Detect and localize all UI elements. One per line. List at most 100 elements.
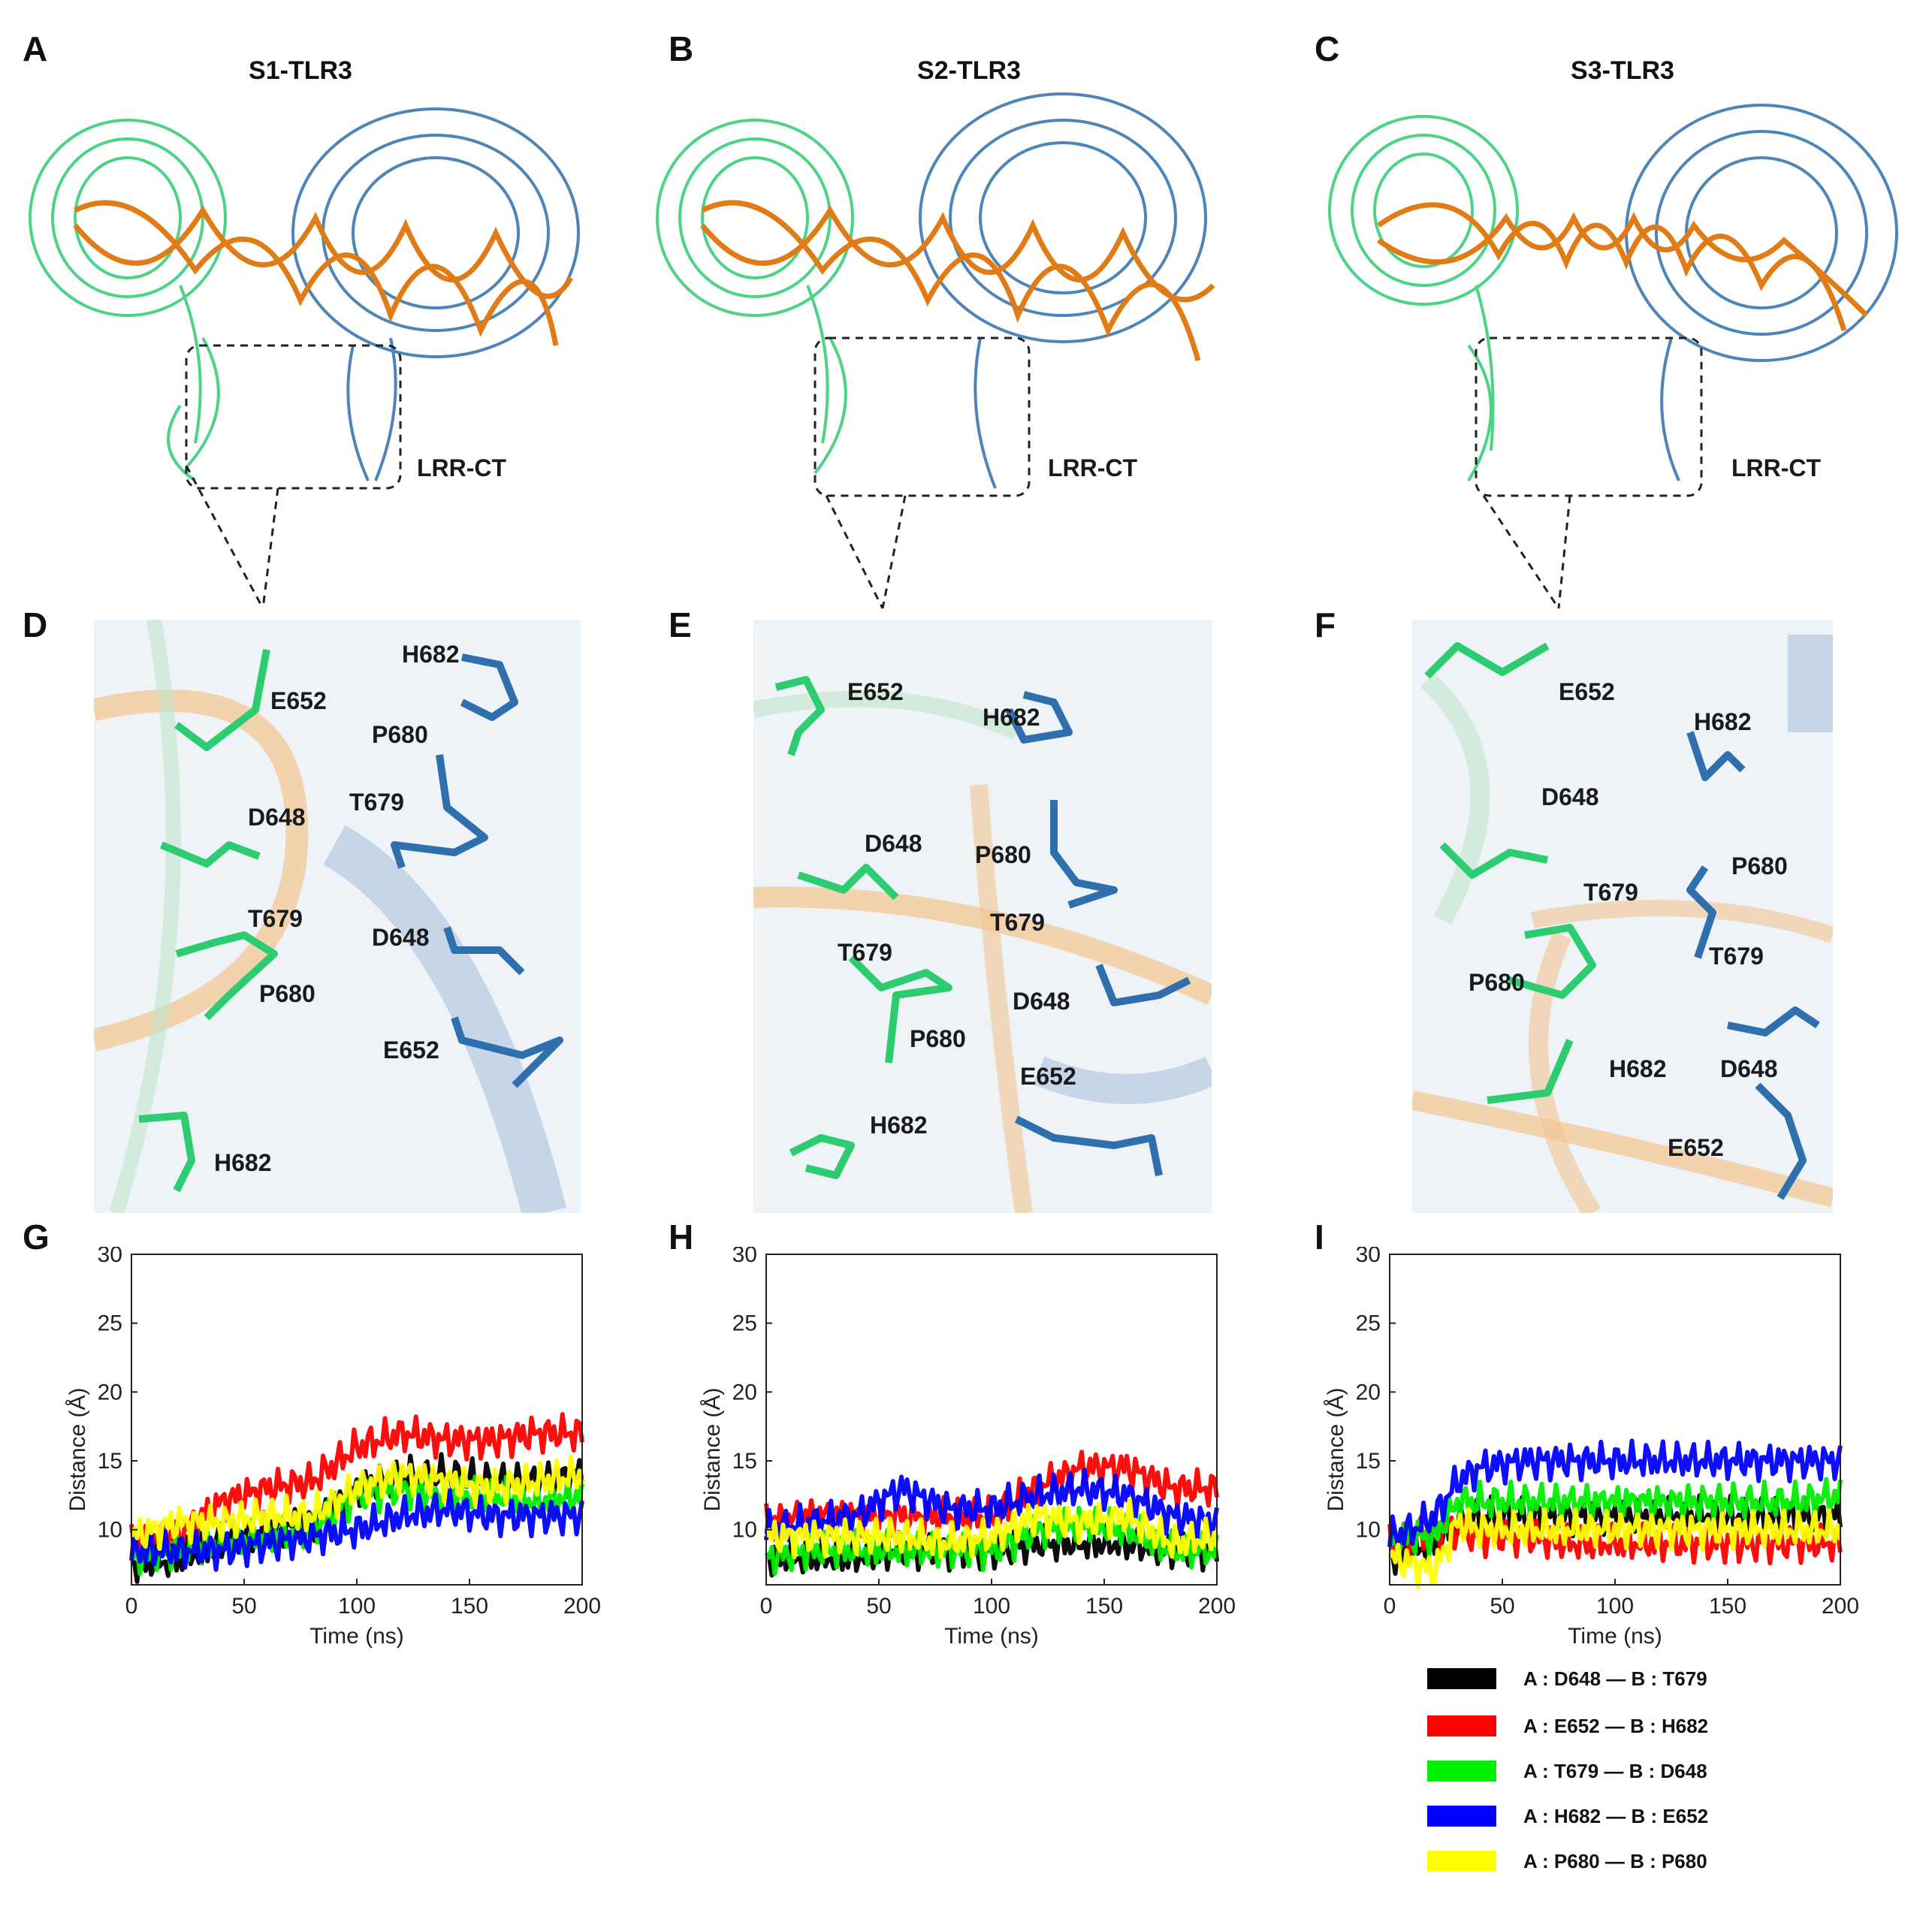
title-s3-tlr3: S3-TLR3	[1571, 56, 1674, 85]
x-tick-label: 0	[125, 1594, 138, 1619]
title-s2-tlr3: S2-TLR3	[917, 56, 1021, 85]
legend-swatch	[1427, 1851, 1496, 1872]
panel-letter-g: G	[23, 1218, 50, 1257]
zoom-leader-right	[261, 487, 279, 609]
residue-label: E652	[1020, 1063, 1076, 1090]
residue-label: D648	[248, 804, 306, 831]
residue-label: P680	[372, 721, 428, 748]
y-tick-label: 30	[1356, 1247, 1381, 1267]
x-tick-label: 50	[1490, 1594, 1514, 1619]
x-tick-label: 150	[451, 1594, 488, 1619]
rna-helix	[74, 200, 559, 346]
x-tick-label: 150	[1085, 1594, 1123, 1619]
chain-a-ribbon	[656, 119, 854, 475]
panel-letter-f: F	[1315, 605, 1336, 644]
y-tick-label: 25	[98, 1311, 122, 1336]
panel-letter-c: C	[1315, 29, 1340, 68]
x-tick-label: 0	[1384, 1594, 1396, 1619]
y-tick-label: 15	[98, 1449, 122, 1474]
y-tick-label: 20	[1356, 1380, 1381, 1405]
residue-label: H682	[983, 704, 1040, 731]
y-axis-label: Distance (Å)	[65, 1387, 90, 1511]
x-tick-label: 200	[1822, 1594, 1859, 1619]
x-tick-label: 50	[231, 1594, 256, 1619]
residue-label: E652	[1668, 1134, 1724, 1161]
legend-swatch	[1427, 1761, 1496, 1782]
residue-label: T679	[838, 939, 892, 966]
x-axis-label: Time (ns)	[309, 1624, 404, 1649]
residue-label: P680	[1731, 852, 1788, 880]
panel-letter-e: E	[669, 605, 692, 644]
residue-label: T679	[349, 789, 404, 816]
zoom-leader-left	[1482, 495, 1560, 609]
residue-label: D648	[1541, 783, 1599, 810]
interface-detail-s1: E652 H682 P680 T679 D648 D648 T679 P680 …	[94, 620, 581, 1213]
residue-label: D648	[372, 924, 430, 951]
zoom-leader-left	[825, 495, 884, 609]
rna-helix-strand	[73, 205, 574, 299]
structure-overview-s3	[1328, 104, 1898, 609]
legend-item: A : P680 — B : P680	[1427, 1846, 1707, 1876]
y-tick-label: 10	[732, 1518, 757, 1543]
structure-overview-s2	[656, 92, 1215, 609]
panel-letter-d: D	[23, 605, 48, 644]
y-tick-label: 15	[732, 1449, 757, 1474]
lrr-ct-label-s2: LRR-CT	[1048, 454, 1138, 481]
x-tick-label: 100	[1596, 1594, 1634, 1619]
residue-label: T679	[248, 905, 303, 932]
zoom-box	[1475, 336, 1703, 497]
interface-sticks-s3	[1412, 635, 1833, 1213]
series-line	[764, 1468, 1219, 1543]
rna-helix-strand	[1376, 212, 1869, 318]
x-tick-label: 200	[1198, 1594, 1236, 1619]
lrr-ct-label-s1: LRR-CT	[417, 454, 507, 481]
rna-helix	[1376, 202, 1847, 332]
zoom-box	[185, 344, 402, 490]
residue-label: E652	[383, 1036, 439, 1064]
y-axis-label: Distance (Å)	[700, 1387, 725, 1511]
legend-label: A : E652 — B : H682	[1523, 1714, 1709, 1737]
y-tick-label: 15	[1356, 1449, 1381, 1474]
series-line	[1387, 1507, 1843, 1589]
residue-label: P680	[259, 980, 315, 1007]
distance-plot-h: 0 50 100 150 200 10 15 20 25 30 Time (ns) Distance …	[700, 1247, 1236, 1649]
legend-label: A : H682 — B : E652	[1523, 1804, 1709, 1827]
series-line	[764, 1496, 1219, 1560]
zoom-leader-right	[881, 495, 907, 609]
interface-sticks-s1	[94, 620, 567, 1213]
structure-overview-s1	[29, 107, 580, 609]
residue-label: T679	[1709, 943, 1764, 970]
y-tick-label: 10	[1356, 1518, 1381, 1543]
residue-label: H682	[870, 1112, 928, 1139]
distance-plot-i: 0 50 100 150 200 10 15 20 25 30 Time (ns) Distance …	[1324, 1247, 1859, 1649]
panel-letter-h: H	[669, 1218, 694, 1257]
y-tick-label: 20	[732, 1380, 757, 1405]
x-tick-label: 50	[866, 1594, 891, 1619]
panel-letter-i: I	[1315, 1218, 1324, 1257]
series-line	[129, 1454, 584, 1551]
residue-label: E652	[270, 687, 327, 714]
legend-item: A : H682 — B : E652	[1427, 1801, 1708, 1831]
legend-swatch	[1427, 1715, 1496, 1737]
legend-label: A : P680 — B : P680	[1523, 1849, 1707, 1872]
residue-label: H682	[1694, 708, 1752, 735]
title-s1-tlr3: S1-TLR3	[249, 56, 352, 85]
y-tick-label: 30	[732, 1247, 757, 1267]
lrr-ct-label-s3: LRR-CT	[1731, 454, 1822, 481]
legend-swatch	[1427, 1668, 1496, 1689]
legend: A : D648 — B : T679 A : E652 — B : H682 …	[1427, 1664, 1878, 1904]
x-tick-label: 0	[760, 1594, 773, 1619]
x-tick-label: 100	[973, 1594, 1010, 1619]
legend-label: A : T679 — B : D648	[1523, 1759, 1707, 1782]
interface-sticks-s2	[753, 676, 1212, 1213]
residue-label: T679	[990, 909, 1045, 936]
y-axis-label: Distance (Å)	[1324, 1387, 1348, 1511]
legend-swatch	[1427, 1806, 1496, 1827]
series-line	[1387, 1477, 1843, 1561]
chain-a-ribbon	[29, 119, 227, 482]
chain-b-ribbon	[291, 107, 580, 481]
x-tick-label: 200	[563, 1594, 601, 1619]
residue-label: E652	[847, 678, 904, 705]
residue-label: D648	[865, 830, 922, 857]
residue-label: P680	[975, 841, 1031, 868]
